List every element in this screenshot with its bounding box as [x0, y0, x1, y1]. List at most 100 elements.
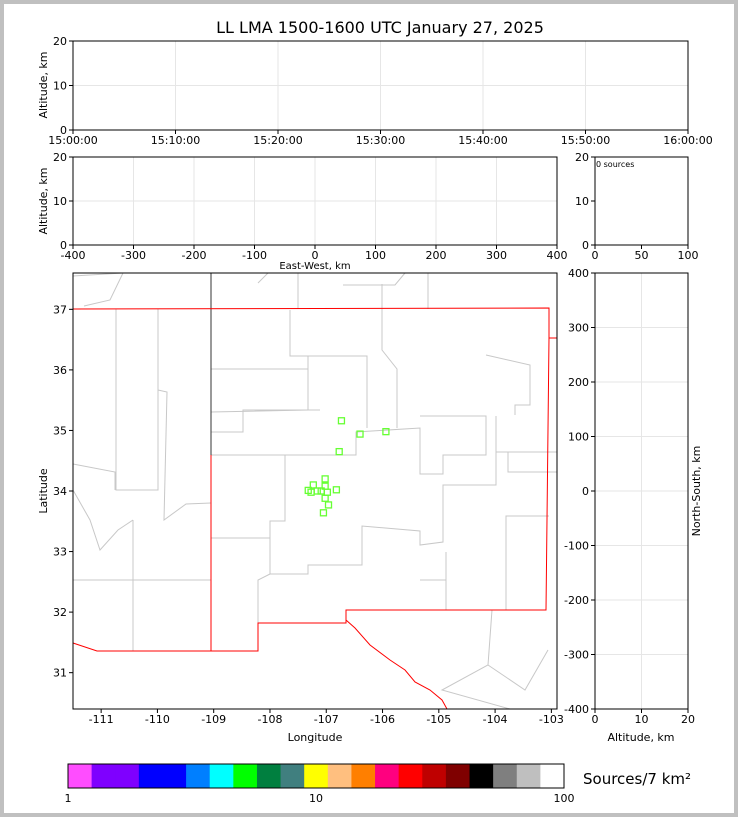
- time-panel-ytick-label: 20: [53, 35, 67, 48]
- map-panel-ytick-label: 34: [53, 485, 67, 498]
- time-ylabel: Altitude, km: [37, 51, 50, 118]
- source-point: [307, 488, 315, 496]
- map-panel-xtick-label: -104: [483, 713, 508, 726]
- ns-panel-ytick-label: -100: [564, 540, 589, 553]
- ns-panel-ytick-label: -400: [564, 703, 589, 716]
- map-panel-frame: [72, 272, 558, 710]
- county-line: [445, 515, 549, 611]
- map-panel-ytick-label: 37: [53, 303, 67, 316]
- map-ylabel: Latitude: [37, 468, 50, 514]
- colorbar-swatch: [115, 764, 140, 788]
- ns-xlabel: Altitude, km: [607, 731, 674, 744]
- colorbar-swatch: [375, 764, 400, 788]
- colorbar-swatch: [398, 764, 423, 788]
- colorbar-swatch: [186, 764, 211, 788]
- colorbar-swatch: [469, 764, 494, 788]
- ew-panel-xtick-label: -200: [182, 249, 207, 262]
- time-panel-xtick-label: 15:20:00: [253, 134, 302, 147]
- colorbar-frame: [67, 763, 565, 789]
- ns-panel-xtick-label: 10: [635, 713, 649, 726]
- hist-panel-frame: [594, 156, 689, 246]
- state-border: [72, 337, 550, 652]
- colorbar-swatch: [68, 764, 93, 788]
- county-line: [289, 310, 368, 428]
- map-panel-xtick-label: -105: [426, 713, 451, 726]
- county-line: [157, 389, 212, 521]
- ew-panel-xtick-label: 400: [547, 249, 568, 262]
- colorbar-swatch: [445, 764, 471, 788]
- ew-panel-xtick-label: -300: [121, 249, 146, 262]
- time-panel-xtick-label: 16:00:00: [663, 134, 712, 147]
- ns-panel-ytick-label: 100: [568, 431, 589, 444]
- colorbar-swatch: [422, 764, 447, 788]
- colorbar-swatch: [304, 764, 329, 788]
- county-line: [115, 309, 159, 491]
- ns-panel-ytick-label: -300: [564, 649, 589, 662]
- ew-panel-xtick-label: -400: [61, 249, 86, 262]
- ns-panel-ytick-label: -200: [564, 594, 589, 607]
- source-point: [382, 428, 390, 436]
- map-panel-xtick-label: -103: [539, 713, 564, 726]
- source-point: [323, 488, 332, 496]
- colorbar-swatch: [327, 764, 352, 788]
- colorbar-swatch: [209, 764, 234, 788]
- colorbar-tick-label: 100: [554, 792, 575, 805]
- colorbar-swatch: [91, 764, 116, 788]
- source-point: [321, 475, 329, 483]
- county-line: [343, 272, 406, 286]
- map-panel-ytick-label: 36: [53, 364, 67, 377]
- time-panel-ytick-label: 10: [53, 80, 67, 93]
- county-line: [485, 354, 531, 415]
- colorbar-swatch: [280, 764, 305, 788]
- ns-panel-xtick-label: 20: [681, 713, 695, 726]
- county-line: [83, 272, 124, 307]
- county-line: [381, 284, 398, 428]
- hist-annotation: 0 sources: [596, 160, 634, 169]
- map-panel-ytick-label: 31: [53, 667, 67, 680]
- source-point: [324, 501, 333, 509]
- colorbar-label: Sources/7 km²: [583, 770, 691, 788]
- ns-panel-xtick-label: 0: [592, 713, 599, 726]
- county-line: [487, 649, 549, 691]
- lma-figure: LL LMA 1500-1600 UTC January 27, 2025 Lo…: [4, 4, 734, 813]
- county-line: [257, 573, 271, 623]
- state-boundaries: [72, 272, 557, 710]
- map-panel-xtick-label: -107: [314, 713, 339, 726]
- source-point: [337, 417, 346, 425]
- source-point: [356, 430, 364, 438]
- time-panel-xtick-label: 15:50:00: [561, 134, 610, 147]
- map-panel-xtick-label: -108: [257, 713, 282, 726]
- ew-xlabel: East-West, km: [279, 261, 350, 272]
- hist-panel-xtick-label: 0: [592, 249, 599, 262]
- colorbar-swatch: [516, 764, 541, 788]
- hist-panel-xtick-label: 50: [635, 249, 649, 262]
- hist-panel-xtick-label: 100: [678, 249, 699, 262]
- ns-panel-ytick-label: 0: [582, 485, 589, 498]
- ew-panel-xtick-label: 300: [486, 249, 507, 262]
- map-panel-ytick-label: 32: [53, 606, 67, 619]
- map-panel-xtick-label: -111: [89, 713, 114, 726]
- time-panel-xtick-label: 15:40:00: [458, 134, 507, 147]
- source-point: [313, 487, 321, 495]
- county-line: [257, 272, 269, 284]
- hist-panel-ytick-label: 10: [575, 195, 589, 208]
- source-point: [309, 481, 317, 489]
- colorbar-swatch: [233, 764, 258, 788]
- colorbar-swatch: [256, 764, 282, 788]
- chart-title: LL LMA 1500-1600 UTC January 27, 2025: [216, 18, 544, 37]
- ns-panel-ytick-label: 400: [568, 267, 589, 280]
- colorbar-swatch: [351, 764, 376, 788]
- county-line: [269, 416, 497, 575]
- colorbar-swatch: [540, 764, 565, 788]
- county-line: [72, 489, 134, 551]
- colorbar-swatch: [138, 764, 163, 788]
- county-line: [440, 609, 511, 710]
- colorbar-tick-label: 10: [309, 792, 323, 805]
- ns-panel-ytick-label: 200: [568, 376, 589, 389]
- source-point: [321, 494, 329, 502]
- ew-panel-xtick-label: 100: [365, 249, 386, 262]
- map-panel-xtick-label: -110: [145, 713, 170, 726]
- hist-panel-ytick-label: 0: [582, 239, 589, 252]
- state-border: [72, 307, 557, 339]
